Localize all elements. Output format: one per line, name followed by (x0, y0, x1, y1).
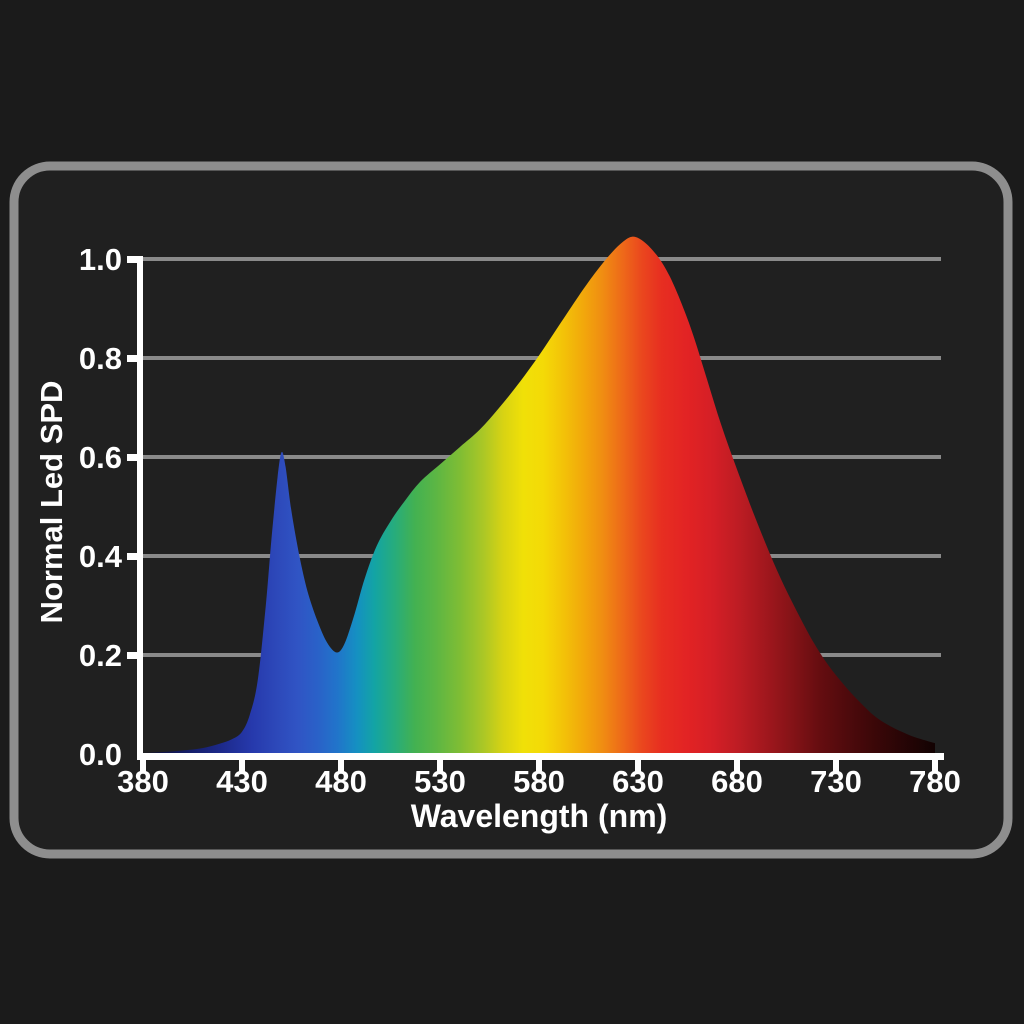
x-tick (734, 759, 740, 772)
x-tick-label: 480 (315, 764, 367, 799)
y-tick-label: 0.6 (79, 440, 122, 475)
x-tick-label: 780 (909, 764, 961, 799)
x-tick (833, 759, 839, 772)
y-tick-label: 1.0 (79, 242, 122, 277)
y-tick (127, 454, 137, 461)
x-axis-line (137, 753, 944, 760)
spd-area-curve (143, 236, 935, 758)
labels: 0.0 0.2 0.4 0.6 0.8 1.0 380 430 480 530 580 630 680 7… (34, 242, 961, 834)
x-tick-label: 630 (612, 764, 664, 799)
x-tick (932, 759, 938, 772)
y-tick (127, 355, 137, 362)
y-axis-title: Normal Led SPD (34, 381, 69, 624)
y-tick-label: 0.0 (79, 737, 122, 772)
y-tick-label: 0.4 (79, 539, 123, 574)
y-tick (127, 652, 137, 659)
x-tick (536, 759, 542, 772)
x-tick (635, 759, 641, 772)
y-tick (127, 553, 137, 560)
x-tick (239, 759, 245, 772)
x-tick-label: 580 (513, 764, 565, 799)
x-tick (437, 759, 443, 772)
x-tick (338, 759, 344, 772)
x-tick-label: 430 (216, 764, 268, 799)
y-tick-label: 0.8 (79, 341, 122, 376)
y-axis-line (137, 256, 143, 760)
x-tick-label: 380 (117, 764, 169, 799)
x-tick-label: 680 (711, 764, 763, 799)
x-axis-title: Wavelength (nm) (411, 798, 668, 834)
y-tick (127, 256, 137, 263)
x-tick (140, 759, 146, 772)
y-tick-label: 0.2 (79, 638, 122, 673)
axes (127, 256, 944, 772)
x-tick-label: 530 (414, 764, 466, 799)
x-tick-label: 730 (810, 764, 862, 799)
